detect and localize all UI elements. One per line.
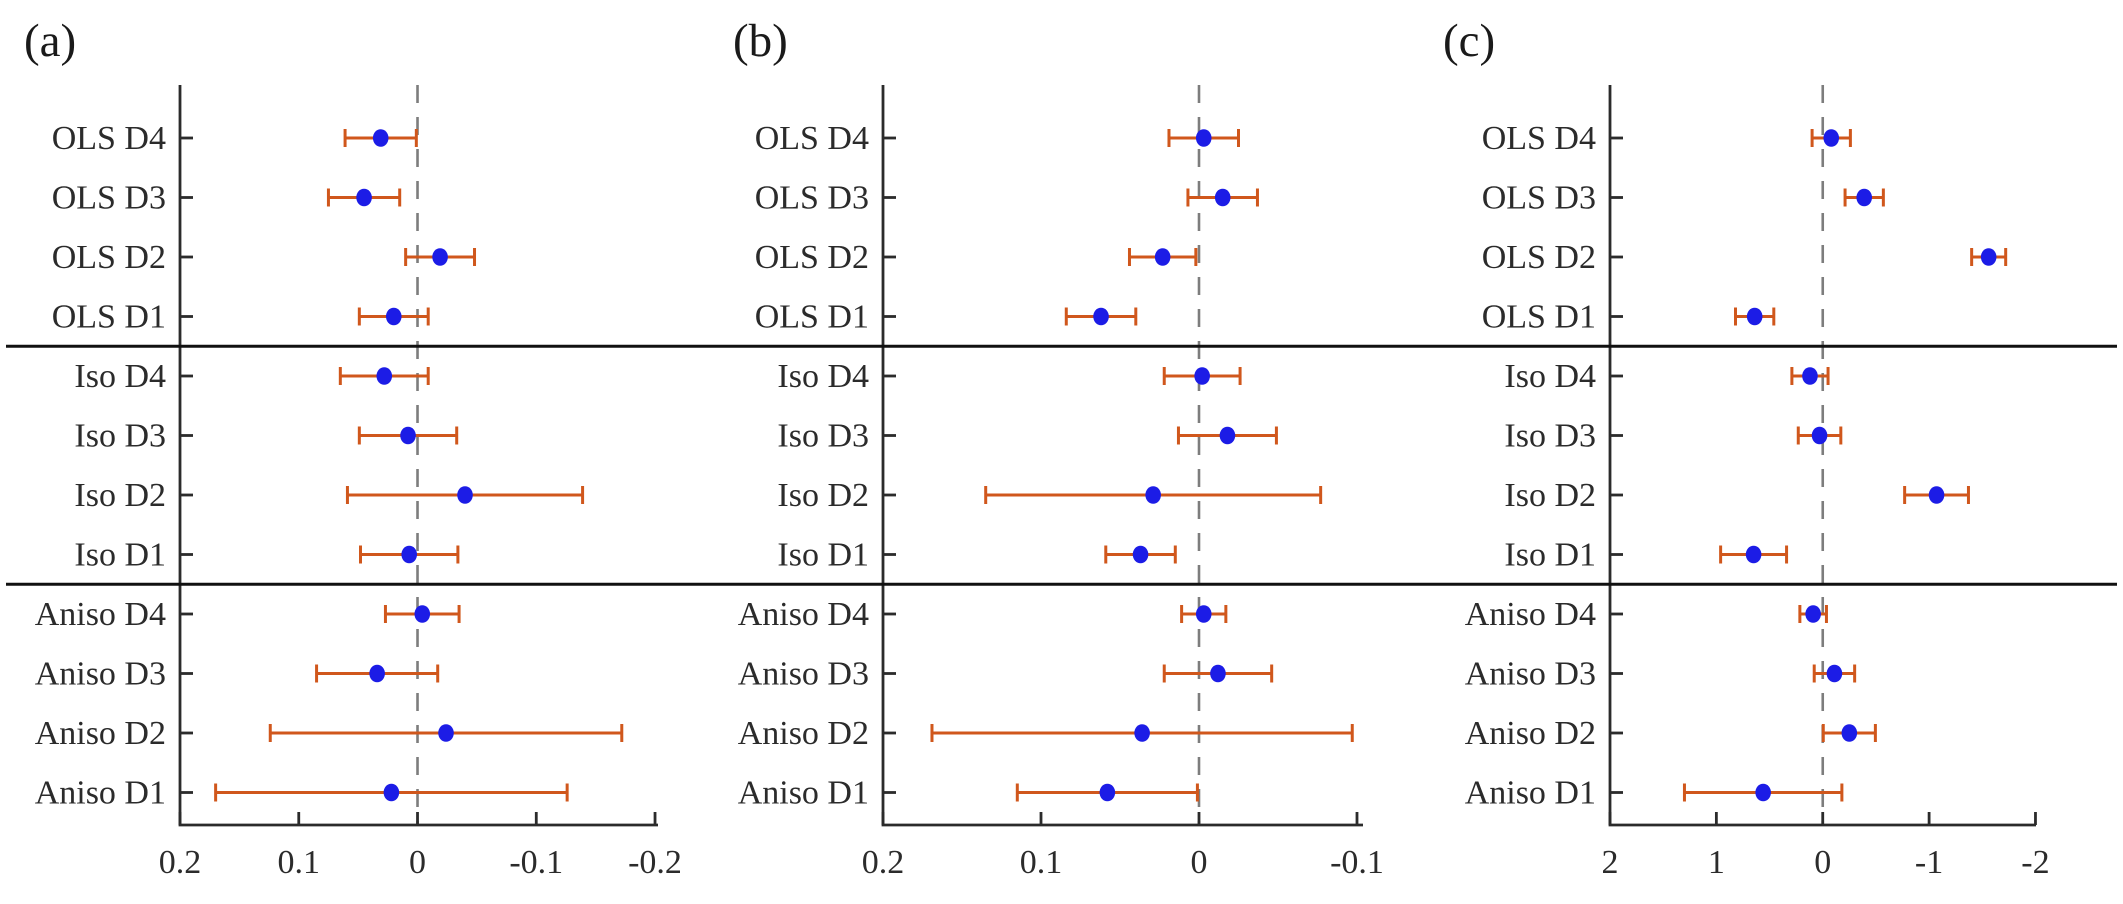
row-label: OLS D1: [52, 299, 166, 336]
data-point-marker: [1194, 367, 1210, 385]
data-point-marker: [1823, 129, 1840, 147]
row-label: Iso D2: [74, 477, 166, 514]
data-point-marker: [1745, 545, 1762, 564]
data-point-marker: [1132, 545, 1149, 564]
row-label: Aniso D3: [738, 656, 869, 693]
data-point-marker: [1755, 783, 1771, 802]
data-point-marker: [1811, 426, 1828, 445]
data-point-marker: [1746, 307, 1763, 326]
data-point-marker: [457, 486, 473, 504]
data-point-marker: [1826, 664, 1843, 683]
panel-a-letter: (a): [24, 15, 77, 67]
x-tick-label: 2: [1602, 844, 1619, 881]
row-label: Iso D1: [1504, 537, 1596, 574]
row-label: Iso D3: [1504, 418, 1596, 455]
row-label: Aniso D2: [738, 715, 869, 752]
data-point-marker: [1214, 188, 1231, 207]
row-label: Aniso D3: [1465, 656, 1596, 693]
data-point-marker: [438, 724, 454, 742]
data-point-marker: [1841, 724, 1858, 742]
data-point-marker: [1802, 367, 1818, 385]
row-label: OLS D3: [52, 180, 166, 217]
data-point-marker: [1134, 724, 1150, 742]
x-tick-label: 0: [1190, 844, 1207, 881]
x-tick-label: 0.1: [1020, 844, 1063, 881]
data-point-marker: [414, 605, 431, 623]
data-point-marker: [385, 307, 402, 326]
data-point-marker: [369, 664, 385, 683]
data-point-marker: [1154, 248, 1171, 266]
panel-c-letter: (c): [1443, 15, 1496, 67]
row-label: OLS D3: [1482, 180, 1596, 217]
row-label: Iso D2: [777, 477, 869, 514]
data-point-marker: [1856, 188, 1873, 207]
row-label: OLS D2: [755, 239, 869, 276]
row-label: Iso D2: [1504, 477, 1596, 514]
row-label: Iso D1: [777, 537, 869, 574]
row-label: OLS D3: [755, 180, 869, 217]
data-point-marker: [1805, 605, 1821, 623]
x-tick-label: -0.2: [628, 844, 682, 881]
data-point-marker: [1928, 486, 1945, 504]
row-label: OLS D4: [52, 120, 166, 157]
x-tick-label: -0.1: [1330, 844, 1384, 881]
x-tick-label: 0: [409, 844, 426, 881]
data-point-marker: [400, 426, 416, 445]
x-tick-label: 0.2: [862, 844, 905, 881]
row-label: Iso D4: [74, 358, 166, 395]
data-point-marker: [1195, 605, 1212, 623]
row-label: OLS D1: [1482, 299, 1596, 336]
data-point-marker: [356, 188, 372, 207]
row-label: Aniso D4: [35, 596, 166, 633]
row-label: Iso D3: [777, 418, 869, 455]
row-label: Iso D1: [74, 537, 166, 574]
row-label: OLS D4: [755, 120, 869, 157]
x-tick-label: -2: [2021, 844, 2049, 881]
data-point-marker: [372, 129, 389, 147]
x-tick-label: -0.1: [509, 844, 563, 881]
data-point-marker: [1980, 248, 1997, 266]
data-point-marker: [1195, 129, 1212, 147]
data-point-marker: [376, 367, 393, 385]
row-label: Aniso D3: [35, 656, 166, 693]
x-tick-label: 1: [1708, 844, 1725, 881]
data-point-marker: [1145, 486, 1161, 504]
row-label: Iso D3: [74, 418, 166, 455]
x-tick-label: 0: [1814, 844, 1831, 881]
data-point-marker: [1210, 664, 1226, 683]
row-label: Iso D4: [777, 358, 869, 395]
row-label: OLS D2: [52, 239, 166, 276]
data-point-marker: [401, 545, 418, 564]
row-label: Aniso D4: [1465, 596, 1596, 633]
panel-b-letter: (b): [733, 15, 788, 67]
row-label: OLS D1: [755, 299, 869, 336]
data-point-marker: [383, 783, 400, 802]
row-label: Aniso D1: [35, 775, 166, 812]
row-label: Aniso D1: [1465, 775, 1596, 812]
x-tick-label: -1: [1915, 844, 1943, 881]
row-label: OLS D2: [1482, 239, 1596, 276]
x-tick-label: 0.1: [278, 844, 321, 881]
data-point-marker: [1093, 307, 1109, 326]
row-label: Aniso D4: [738, 596, 869, 633]
row-label: Aniso D2: [1465, 715, 1596, 752]
data-point-marker: [1219, 426, 1236, 445]
row-label: Aniso D2: [35, 715, 166, 752]
data-point-marker: [1099, 783, 1116, 802]
x-tick-label: 0.2: [159, 844, 202, 881]
row-label: Iso D4: [1504, 358, 1596, 395]
row-label: OLS D4: [1482, 120, 1596, 157]
data-point-marker: [432, 248, 448, 266]
row-label: Aniso D1: [738, 775, 869, 812]
